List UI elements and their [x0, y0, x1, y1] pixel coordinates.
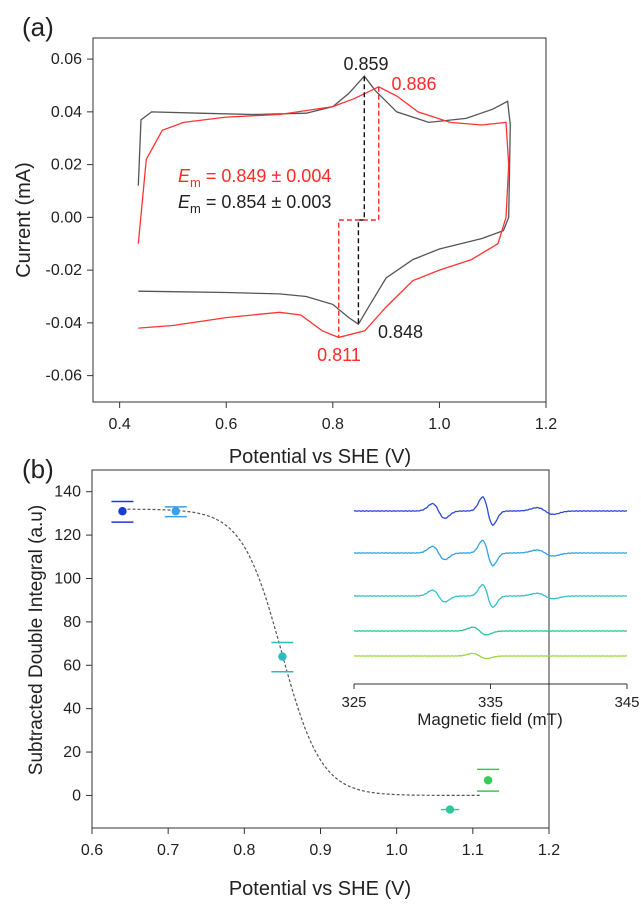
x-tick-label-b: 0.9: [309, 842, 331, 859]
y-tick-label-a: 0.04: [51, 104, 82, 121]
y-tick-label-b: 20: [63, 744, 81, 761]
annotation-peak-ox-black: 0.859: [343, 54, 388, 74]
x-tick-label-a: 0.8: [322, 416, 344, 433]
data-point: [118, 507, 127, 516]
x-tick-label-a: 0.6: [215, 416, 237, 433]
y-axis-label-b: Subtracted Double Integral (a.u): [26, 505, 47, 775]
y-tick-label-b: 40: [63, 701, 81, 718]
annotation-peak-red-black: 0.848: [378, 322, 423, 342]
epr-spectrum: [353, 652, 627, 660]
x-tick-label-b: 1.2: [538, 842, 560, 859]
cv-curve-red: [137, 86, 510, 339]
inset-x-tick-label: 335: [478, 694, 503, 711]
x-tick-label-a: 1.0: [428, 416, 450, 433]
panel-label-a: (a): [22, 12, 54, 42]
x-tick-label-b: 0.6: [81, 842, 103, 859]
panel-a: (a) 0.4 0.6 0.8 1.0 1.2-0.06-0.04-0.020.000.…: [13, 12, 557, 468]
axis-ticks-a: 0.4 0.6 0.8 1.0 1.2 -0.06 -0.04 -0.02 0.00 0.02 0.…: [46, 51, 558, 433]
y-tick-label-a: -0.02: [46, 262, 83, 279]
epr-spectrum: [353, 496, 628, 526]
y-tick-label-b: 0: [72, 787, 81, 804]
em-red-symbol: E: [178, 166, 191, 186]
data-point: [445, 805, 455, 814]
x-tick-label-b: 1.0: [386, 842, 408, 859]
y-tick-label-b: 80: [63, 614, 81, 631]
y-tick-label-a: 0.02: [51, 157, 82, 174]
em-black-value: = 0.854 ± 0.003: [201, 192, 331, 212]
data-point: [171, 507, 180, 516]
data-point: [483, 776, 493, 785]
guide-black: [357, 76, 365, 325]
panel-b: (b) 0.6 0.7 0.8 0.9 1.0 1.1 1.2 0 20 40 60 80 100 120…: [22, 454, 640, 900]
epr-inset: 325 335 345 Magnetic field (mT): [341, 496, 640, 729]
inset-x-tick-label: 345: [614, 694, 639, 711]
annotation-peak-red-red: 0.811: [317, 345, 361, 365]
y-tick-label-b: 100: [54, 570, 81, 587]
x-axis-label-a: Potential vs SHE (V): [229, 446, 411, 468]
em-red-value: = 0.849 ± 0.004: [201, 166, 331, 186]
plot-frame-a: [92, 37, 547, 403]
epr-spectrum: [353, 626, 628, 636]
x-axis-label-b: Potential vs SHE (V): [229, 878, 411, 900]
peak-guides: [338, 76, 380, 338]
fit-curve: [122, 508, 481, 796]
em-black-label: Em = 0.854 ± 0.003: [178, 192, 331, 216]
x-tick-label-b: 0.7: [157, 842, 179, 859]
y-tick-label-b: 60: [63, 657, 81, 674]
scatter-points: [111, 500, 500, 814]
y-tick-label-a: -0.04: [46, 315, 83, 332]
y-tick-label-a: 0.00: [51, 209, 82, 226]
x-tick-label-a: 1.2: [535, 416, 557, 433]
epr-spectrum: [353, 583, 628, 609]
inset-x-label: Magnetic field (mT): [417, 710, 562, 729]
y-tick-label-a: -0.06: [46, 368, 83, 385]
y-axis-label-a: Current (mA): [13, 162, 35, 278]
panel-label-b: (b): [22, 454, 54, 484]
annotation-peak-ox-red: 0.886: [391, 74, 436, 94]
em-black-sub: m: [190, 201, 201, 216]
x-tick-label-b: 1.1: [462, 842, 484, 859]
em-red-label: Em = 0.849 ± 0.004: [178, 166, 331, 190]
cv-curve-black: [137, 75, 511, 326]
plot-frame-b: [91, 469, 550, 829]
inset-ticks: 325 335 345: [341, 684, 640, 711]
cv-series: [137, 75, 511, 339]
data-point: [278, 652, 287, 661]
sigmoid-fit: [122, 508, 481, 796]
x-tick-label-b: 0.8: [233, 842, 255, 859]
epr-spectra: [353, 496, 628, 660]
y-tick-label-b: 140: [54, 484, 81, 501]
inset-x-tick-label: 325: [341, 694, 366, 711]
epr-spectrum: [353, 539, 628, 567]
guide-red: [338, 86, 380, 338]
y-tick-label-b: 120: [54, 527, 81, 544]
em-red-sub: m: [190, 175, 201, 190]
y-tick-label-a: 0.06: [51, 51, 82, 68]
axis-ticks-b: 0.6 0.7 0.8 0.9 1.0 1.1 1.2 0 20 40 60 80 100 120 140: [54, 484, 560, 859]
x-tick-label-a: 0.4: [109, 416, 131, 433]
em-black-symbol: E: [178, 192, 191, 212]
